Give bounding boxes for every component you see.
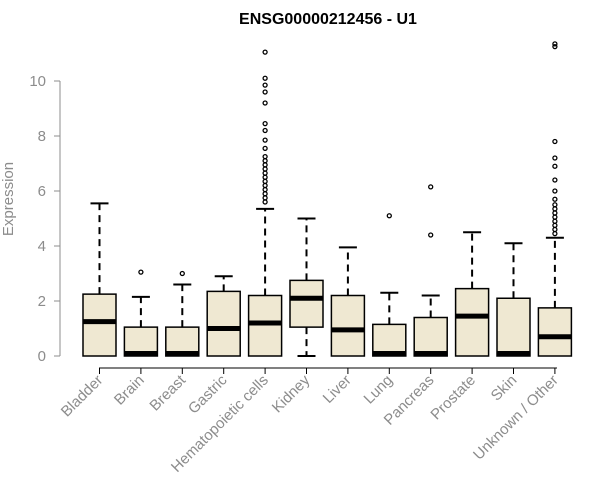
box-8: [372, 213, 407, 357]
outlier-point: [262, 199, 268, 205]
outlier-point: [552, 43, 558, 50]
y-tick-label: 2: [38, 293, 46, 310]
outlier-point: [552, 222, 558, 229]
box-11: [496, 242, 531, 357]
box-7: [330, 246, 366, 357]
y-tick-label: 10: [29, 73, 46, 90]
x-tick-label: Bladder: [58, 372, 107, 421]
outlier-point: [552, 210, 558, 216]
outlier-point: [262, 145, 268, 152]
outlier-point: [552, 230, 558, 237]
outlier-point: [552, 138, 558, 145]
outlier-point: [552, 155, 558, 161]
outlier-point: [552, 177, 558, 183]
outlier-point: [552, 188, 558, 194]
outlier-point: [262, 186, 268, 193]
x-tick-label: Prostate: [427, 372, 479, 424]
boxes-group: [82, 41, 573, 357]
outlier-point: [262, 174, 268, 180]
box-4: [206, 275, 241, 357]
box-6: [289, 217, 324, 357]
y-tick-label: 8: [38, 128, 46, 145]
box-iqr: [413, 316, 448, 357]
y-tick-label: 4: [38, 238, 46, 255]
outlier-point: [262, 137, 268, 143]
box-iqr: [496, 297, 531, 357]
outlier-point: [262, 166, 268, 172]
y-tick-label: 0: [38, 348, 46, 365]
outlier-point: [552, 214, 558, 220]
y-axis-ticks: 0 2 4 6 8 10: [29, 73, 60, 365]
outlier-point: [262, 162, 268, 168]
outlier-point: [262, 75, 268, 81]
box-iqr: [247, 294, 283, 357]
outlier-point: [386, 213, 392, 219]
box-iqr: [206, 290, 241, 357]
outlier-point: [552, 218, 558, 224]
x-tick-label: Lung: [361, 372, 397, 408]
box-5: [247, 49, 283, 357]
outlier-point: [262, 120, 268, 127]
x-tick-label: Breast: [146, 371, 189, 414]
box-9: [413, 184, 448, 357]
outlier-point: [262, 178, 268, 185]
outlier-point: [262, 153, 268, 160]
outlier-point: [428, 232, 434, 238]
outlier-point: [552, 202, 558, 208]
box-3: [165, 270, 200, 357]
box-2: [123, 269, 159, 357]
x-tick-label: Kidney: [269, 371, 314, 416]
outlier-point: [262, 89, 268, 95]
box-iqr: [289, 279, 324, 328]
outlier-point: [552, 206, 558, 212]
outlier-point: [138, 269, 144, 275]
box-12: [537, 41, 573, 357]
box-iqr: [372, 323, 407, 357]
outlier-point: [262, 158, 268, 164]
x-tick-label: Liver: [320, 372, 355, 407]
box-iqr: [330, 294, 366, 357]
outlier-point: [552, 41, 558, 47]
box-iqr: [82, 293, 117, 357]
outlier-point: [552, 163, 558, 169]
outlier-point: [262, 191, 268, 197]
outlier-point: [262, 170, 268, 176]
outlier-point: [262, 49, 268, 55]
chart-title: ENSG00000212456 - U1: [239, 11, 417, 28]
box-1: [82, 202, 117, 357]
outlier-point: [552, 196, 558, 202]
outlier-point: [262, 100, 268, 106]
outlier-point: [262, 182, 268, 189]
outlier-point: [262, 195, 268, 201]
outlier-point: [262, 82, 268, 88]
y-tick-label: 6: [38, 183, 46, 200]
outlier-point: [262, 127, 268, 134]
box-10: [454, 231, 490, 357]
outlier-point: [552, 226, 558, 233]
outlier-point: [428, 184, 434, 190]
y-axis-label: Expression: [0, 162, 17, 236]
x-tick-label: Skin: [488, 372, 521, 405]
box-iqr: [454, 287, 490, 357]
box-iqr: [537, 307, 573, 357]
outlier-point: [179, 270, 185, 277]
x-tick-label: Brain: [111, 372, 148, 409]
